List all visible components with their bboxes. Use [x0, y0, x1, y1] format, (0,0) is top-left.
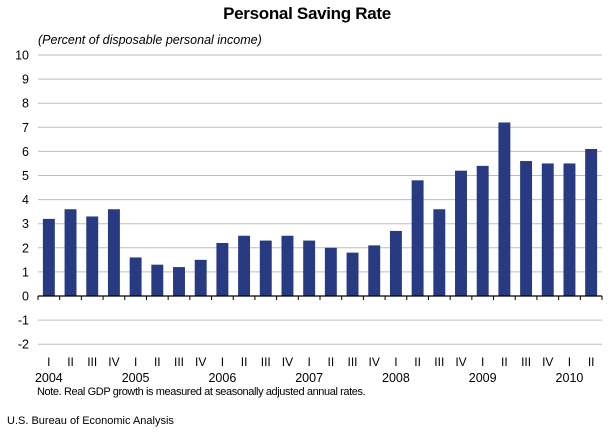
quarter-label: IV: [542, 355, 553, 369]
bar: [238, 235, 251, 296]
bar: [389, 230, 402, 296]
quarter-label: II: [241, 355, 248, 369]
y-tick-label: -1: [18, 314, 29, 328]
bar: [107, 209, 120, 296]
y-tick-label: 6: [22, 145, 29, 159]
bar: [585, 148, 598, 296]
quarter-label: I: [134, 355, 137, 369]
bar: [151, 264, 164, 296]
bar: [346, 252, 359, 296]
bar: [563, 163, 576, 296]
x-axis: [37, 295, 603, 300]
quarter-label: I: [394, 355, 397, 369]
quarter-label: IV: [108, 355, 119, 369]
y-tick-label: 4: [22, 193, 29, 207]
year-label: 2005: [122, 371, 150, 385]
chart-title: Personal Saving Rate: [223, 4, 391, 23]
bar: [324, 247, 337, 296]
quarter-label: IV: [282, 355, 293, 369]
chart-note: Note. Real GDP growth is measured at sea…: [37, 386, 366, 398]
bar: [259, 240, 272, 296]
bar: [281, 235, 294, 296]
y-tick-label: 2: [22, 241, 29, 255]
quarter-label: III: [434, 355, 444, 369]
bar: [476, 165, 489, 296]
bar: [520, 161, 533, 296]
bar: [42, 218, 55, 296]
year-label: 2004: [35, 371, 63, 385]
quarter-label: IV: [195, 355, 206, 369]
source-credit: U.S. Bureau of Economic Analysis: [7, 415, 174, 427]
quarter-label: IV: [455, 355, 466, 369]
bar: [433, 209, 446, 296]
year-label: 2010: [556, 371, 584, 385]
quarter-label: I: [307, 355, 310, 369]
bar: [368, 245, 381, 296]
y-tick-label: 7: [22, 121, 29, 135]
y-tick-label: 10: [15, 49, 29, 63]
quarter-label: III: [348, 355, 358, 369]
quarter-label: II: [501, 355, 508, 369]
x-axis-labels: I II III IV I II III IV I II III IV I II III IV I II III IV…: [35, 355, 595, 385]
year-label: 2006: [208, 371, 236, 385]
y-tick-label: -2: [18, 338, 29, 352]
quarter-label: III: [261, 355, 271, 369]
year-label: 2009: [469, 371, 497, 385]
quarter-label: III: [521, 355, 531, 369]
bar: [216, 242, 229, 296]
bar: [541, 163, 554, 296]
quarter-label: I: [568, 355, 571, 369]
quarter-label: III: [87, 355, 97, 369]
quarter-label: I: [481, 355, 484, 369]
bar: [455, 170, 467, 296]
chart-subtitle: (Percent of disposable personal income): [38, 33, 262, 47]
y-tick-label: 5: [22, 169, 29, 183]
bar: [498, 122, 511, 296]
bar: [411, 180, 424, 296]
gridlines: [38, 54, 602, 345]
bar: [86, 216, 99, 296]
bars: [42, 122, 598, 296]
y-tick-label: 1: [22, 265, 29, 279]
bar: [303, 240, 316, 296]
y-tick-label: 8: [22, 97, 29, 111]
quarter-label: II: [67, 355, 74, 369]
quarter-label: I: [221, 355, 224, 369]
bar: [194, 259, 207, 296]
quarter-label: II: [154, 355, 161, 369]
bar: [129, 257, 142, 296]
quarter-label: II: [328, 355, 335, 369]
quarter-label: II: [414, 355, 421, 369]
y-tick-label: 3: [22, 217, 29, 231]
year-label: 2008: [382, 371, 410, 385]
quarter-label: II: [588, 355, 595, 369]
y-tick-label: 9: [22, 73, 29, 87]
bar: [173, 267, 185, 296]
year-label: 2007: [295, 371, 323, 385]
quarter-label: I: [47, 355, 50, 369]
y-tick-label: 0: [22, 290, 29, 304]
quarter-label: IV: [369, 355, 380, 369]
quarter-label: III: [174, 355, 184, 369]
bar: [64, 209, 77, 296]
